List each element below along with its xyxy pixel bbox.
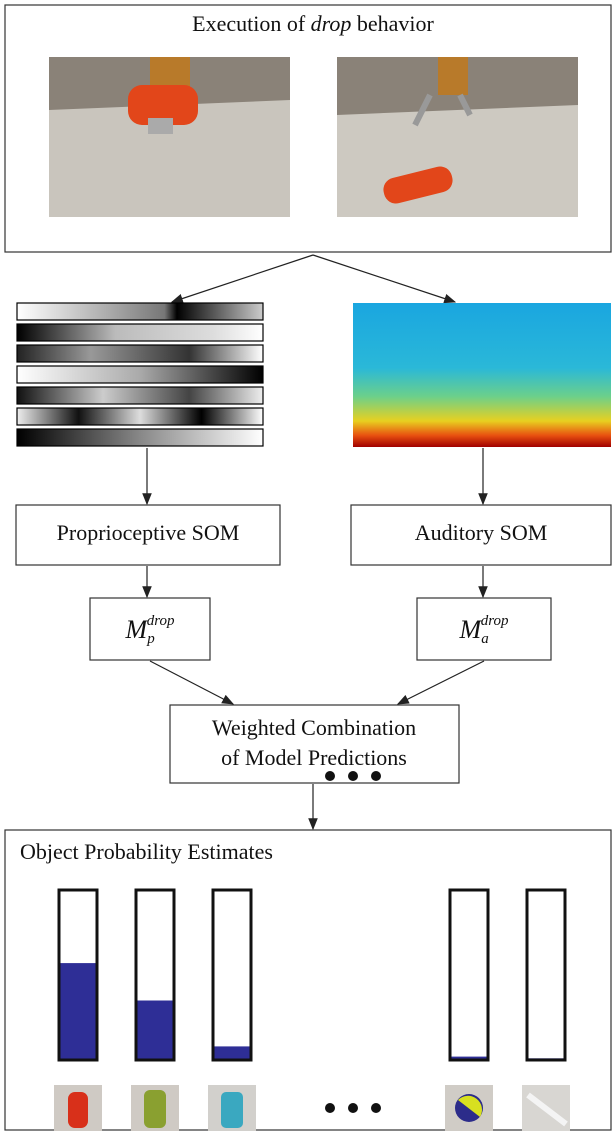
spectrogram	[353, 303, 611, 447]
probability-bar	[59, 963, 97, 1060]
photo	[337, 57, 578, 217]
node-box	[15, 504, 281, 566]
model-label: Ma drop	[459, 613, 509, 647]
node-box	[416, 597, 552, 661]
math-superscript: drop	[147, 613, 175, 629]
probability-frame	[134, 888, 176, 1062]
thumbnail	[208, 1085, 256, 1131]
node-label: Weighted Combination	[212, 715, 416, 740]
title-text: Execution of	[192, 11, 306, 36]
node-label: of Model Predictions	[221, 745, 407, 770]
thumbnail	[445, 1085, 493, 1131]
title-emphasis: drop	[311, 11, 352, 36]
probability-bar	[213, 1046, 251, 1060]
node-label: Auditory SOM	[415, 520, 548, 545]
arrow	[396, 660, 485, 705]
probability-bar	[136, 1000, 174, 1060]
probability-frame	[525, 888, 567, 1062]
probability-frame	[211, 888, 253, 1062]
arrow	[312, 254, 457, 304]
arrow	[149, 660, 235, 705]
math-subscript: a	[481, 631, 489, 647]
title-text: behavior	[357, 11, 435, 36]
thumbnail	[131, 1085, 179, 1131]
thumbnail	[54, 1085, 102, 1131]
node-box	[350, 504, 612, 566]
panel-title: Execution of drop behavior	[192, 11, 434, 36]
photo	[49, 57, 290, 217]
node-box	[169, 704, 460, 784]
panel-title: Object Probability Estimates	[20, 839, 273, 864]
probability-frame	[57, 888, 99, 1062]
probability-frame	[448, 888, 490, 1062]
node-box	[89, 597, 211, 661]
estimates-panel	[4, 829, 612, 1131]
proprioceptive-data	[16, 302, 264, 447]
node-label: Proprioceptive SOM	[57, 520, 240, 545]
math-symbol: M	[459, 615, 483, 644]
ellipsis	[325, 771, 381, 1113]
model-label: Mp drop	[125, 613, 175, 647]
math-superscript: drop	[481, 613, 509, 629]
math-symbol: M	[125, 615, 149, 644]
math-subscript: p	[146, 631, 155, 647]
probability-bar	[450, 1056, 488, 1060]
arrow	[170, 254, 314, 304]
thumbnail	[522, 1085, 570, 1131]
